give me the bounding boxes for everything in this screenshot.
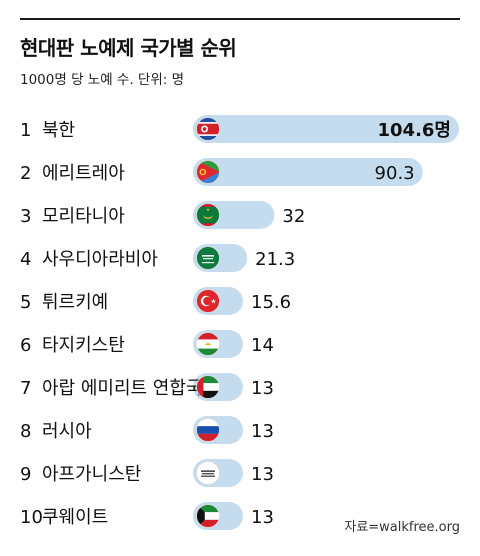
category-label: 아프가니스탄: [42, 464, 141, 485]
top-rule: [20, 18, 460, 20]
category-label: 사우디아라비아: [42, 249, 158, 270]
category-label: 아랍 에미리트 연합국: [42, 378, 202, 399]
value-label: 13: [251, 507, 274, 528]
rank-label: 3: [20, 206, 31, 227]
category-label: 에리트레아: [42, 163, 125, 184]
rank-label: 9: [20, 464, 31, 485]
turkiye-flag-icon: [196, 289, 220, 313]
category-label: 북한: [42, 120, 75, 141]
rank-label: 8: [20, 421, 31, 442]
north-korea-flag-icon: [196, 117, 220, 141]
category-label: 타지키스탄: [42, 335, 125, 356]
category-label: 러시아: [42, 421, 92, 442]
value-label: 15.6: [251, 292, 291, 313]
chart-subtitle: 1000명 당 노예 수. 단위: 명: [20, 72, 185, 88]
source-note: 자료=walkfree.org: [344, 520, 460, 535]
category-label: 모리타니아: [42, 206, 125, 227]
rank-label: 4: [20, 249, 31, 270]
value-label: 90.3: [375, 163, 415, 184]
rank-label: 10: [20, 507, 43, 528]
uae-flag-icon: [196, 375, 220, 399]
bar: [193, 158, 423, 186]
mauritania-flag-icon: [196, 203, 220, 227]
value-label: 14: [251, 335, 274, 356]
rank-label: 5: [20, 292, 31, 313]
value-label: 32: [282, 206, 305, 227]
rank-label: 2: [20, 163, 31, 184]
rank-label: 7: [20, 378, 31, 399]
value-label: 104.6명: [378, 120, 452, 141]
category-label: 쿠웨이트: [42, 507, 108, 528]
value-label: 13: [251, 464, 274, 485]
tajikistan-flag-icon: [196, 332, 220, 356]
category-label: 튀르키예: [42, 292, 108, 313]
russia-flag-icon: [196, 418, 220, 442]
chart-title: 현대판 노예제 국가별 순위: [20, 36, 237, 60]
rank-label: 6: [20, 335, 31, 356]
value-label: 21.3: [255, 249, 295, 270]
value-label: 13: [251, 421, 274, 442]
bar: [193, 115, 459, 143]
afghanistan-flag-icon: [196, 461, 220, 485]
eritrea-flag-icon: [196, 160, 220, 184]
kuwait-flag-icon: [196, 504, 220, 528]
value-label: 13: [251, 378, 274, 399]
saudi-arabia-flag-icon: [196, 246, 220, 270]
rank-label: 1: [20, 120, 31, 141]
